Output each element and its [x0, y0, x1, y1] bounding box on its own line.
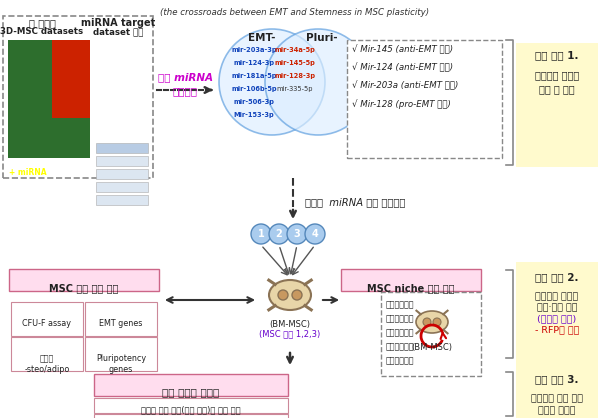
Text: 분화능
-steo/adipo: 분화능 -steo/adipo	[25, 354, 70, 374]
Text: 평가대상 제제의
선별 및 확립: 평가대상 제제의 선별 및 확립	[535, 70, 579, 94]
FancyBboxPatch shape	[52, 40, 90, 118]
Text: 연구 내용 1.: 연구 내용 1.	[535, 50, 579, 60]
Text: 3D-MSC datasets: 3D-MSC datasets	[1, 27, 83, 36]
Text: 조혁줄기세포: 조혁줄기세포	[386, 300, 415, 309]
Text: MSC niche 기능 평가: MSC niche 기능 평가	[367, 283, 455, 293]
Text: mir-145-5p: mir-145-5p	[275, 60, 316, 66]
Text: 평가대상 제제의: 평가대상 제제의	[535, 292, 578, 301]
Text: 심장전구세포: 심장전구세포	[386, 328, 415, 337]
Text: 면역조절기능: 면역조절기능	[386, 356, 415, 365]
Text: 특성·기능 평가: 특성·기능 평가	[537, 303, 577, 312]
Text: 신경줄기세포: 신경줄기세포	[386, 314, 415, 323]
FancyBboxPatch shape	[96, 169, 148, 179]
Text: - RFP의 성과: - RFP의 성과	[535, 325, 579, 334]
Text: √ Mir-145 (anti-EMT 효과): √ Mir-145 (anti-EMT 효과)	[352, 45, 453, 54]
FancyBboxPatch shape	[94, 374, 288, 396]
Text: 연구 내용 2.: 연구 내용 2.	[535, 272, 579, 282]
Circle shape	[251, 224, 271, 244]
FancyBboxPatch shape	[11, 337, 83, 371]
Circle shape	[278, 290, 288, 300]
Text: mir-128-3p: mir-128-3p	[275, 73, 316, 79]
FancyBboxPatch shape	[3, 16, 153, 178]
Circle shape	[305, 224, 325, 244]
Circle shape	[433, 318, 441, 326]
Circle shape	[269, 224, 289, 244]
FancyBboxPatch shape	[516, 262, 598, 364]
Text: mir-181a-5p: mir-181a-5p	[232, 73, 277, 79]
Text: 혁관내피세포: 혁관내피세포	[386, 342, 415, 351]
Text: 2: 2	[275, 229, 283, 239]
Ellipse shape	[269, 280, 311, 310]
Text: √ Mir-128 (pro-EMT 효과): √ Mir-128 (pro-EMT 효과)	[352, 99, 451, 109]
Text: mir-124-3p: mir-124-3p	[233, 60, 275, 66]
FancyBboxPatch shape	[516, 43, 598, 167]
Text: mir-106b-5p: mir-106b-5p	[231, 86, 277, 92]
Circle shape	[292, 290, 302, 300]
FancyBboxPatch shape	[96, 195, 148, 205]
Text: 기 확보한: 기 확보한	[29, 18, 55, 28]
Text: 최적의 세포 선정(세포 기원)을 기반 연구: 최적의 세포 선정(세포 기원)을 기반 연구	[141, 405, 241, 414]
Text: CFU-F assay: CFU-F assay	[23, 319, 71, 328]
Text: EMT-: EMT-	[248, 33, 276, 43]
FancyBboxPatch shape	[381, 292, 481, 376]
Text: 1: 1	[257, 229, 265, 239]
Text: mir-335-5p: mir-335-5p	[277, 86, 313, 92]
Text: (the crossroads between EMT and Stemness in MSC plasticity): (the crossroads between EMT and Stemness…	[160, 8, 430, 17]
Text: MSC 세포 특성 평가: MSC 세포 특성 평가	[49, 283, 119, 293]
Text: (재현성 검증): (재현성 검증)	[538, 314, 577, 323]
Circle shape	[265, 29, 371, 135]
FancyBboxPatch shape	[11, 302, 83, 336]
FancyBboxPatch shape	[94, 414, 288, 418]
Text: (BM-MSC): (BM-MSC)	[269, 320, 311, 329]
Text: 최적의  miRNA 조합 스크리닝: 최적의 miRNA 조합 스크리닝	[305, 197, 406, 207]
FancyBboxPatch shape	[341, 269, 481, 291]
Text: 핵심 miRNA
스크리닝: 핵심 miRNA 스크리닝	[157, 72, 212, 96]
Text: (BM-MSC): (BM-MSC)	[412, 343, 452, 352]
FancyBboxPatch shape	[516, 363, 598, 418]
Text: mir-203a-3p: mir-203a-3p	[231, 47, 277, 53]
FancyBboxPatch shape	[85, 302, 157, 336]
Text: dataset 조사: dataset 조사	[93, 27, 143, 36]
FancyBboxPatch shape	[85, 337, 157, 371]
FancyBboxPatch shape	[96, 143, 148, 153]
FancyBboxPatch shape	[96, 182, 148, 192]
FancyBboxPatch shape	[94, 398, 288, 413]
Text: miRNA target: miRNA target	[81, 18, 155, 28]
Text: mir-506-3p: mir-506-3p	[233, 99, 274, 105]
Text: Pluripotency
genes: Pluripotency genes	[96, 354, 146, 374]
Text: √ Mir-124 (anti-EMT 효과): √ Mir-124 (anti-EMT 효과)	[352, 63, 453, 72]
Text: mir-34a-5p: mir-34a-5p	[275, 47, 316, 53]
FancyBboxPatch shape	[9, 269, 159, 291]
Text: 연구 내용 3.: 연구 내용 3.	[535, 374, 579, 384]
Text: 평가대상 제제 제작
공정의 최적화: 평가대상 제제 제작 공정의 최적화	[531, 394, 583, 415]
Text: Mir-153-3p: Mir-153-3p	[233, 112, 274, 118]
Circle shape	[423, 318, 431, 326]
Text: Pluri-: Pluri-	[306, 33, 338, 43]
Text: 제작 공정의 최적화: 제작 공정의 최적화	[163, 387, 220, 397]
FancyBboxPatch shape	[8, 40, 90, 158]
Text: (MSC 기제 1,2,3): (MSC 기제 1,2,3)	[259, 329, 320, 338]
Text: EMT genes: EMT genes	[100, 319, 143, 328]
Text: √ Mir-203a (anti-EMT 효과): √ Mir-203a (anti-EMT 효과)	[352, 81, 458, 90]
FancyBboxPatch shape	[347, 40, 502, 158]
Circle shape	[287, 224, 307, 244]
Ellipse shape	[416, 311, 448, 333]
Text: + miRNA: + miRNA	[9, 168, 47, 177]
FancyBboxPatch shape	[96, 156, 148, 166]
Text: 4: 4	[311, 229, 319, 239]
Circle shape	[219, 29, 325, 135]
Text: 3: 3	[293, 229, 301, 239]
